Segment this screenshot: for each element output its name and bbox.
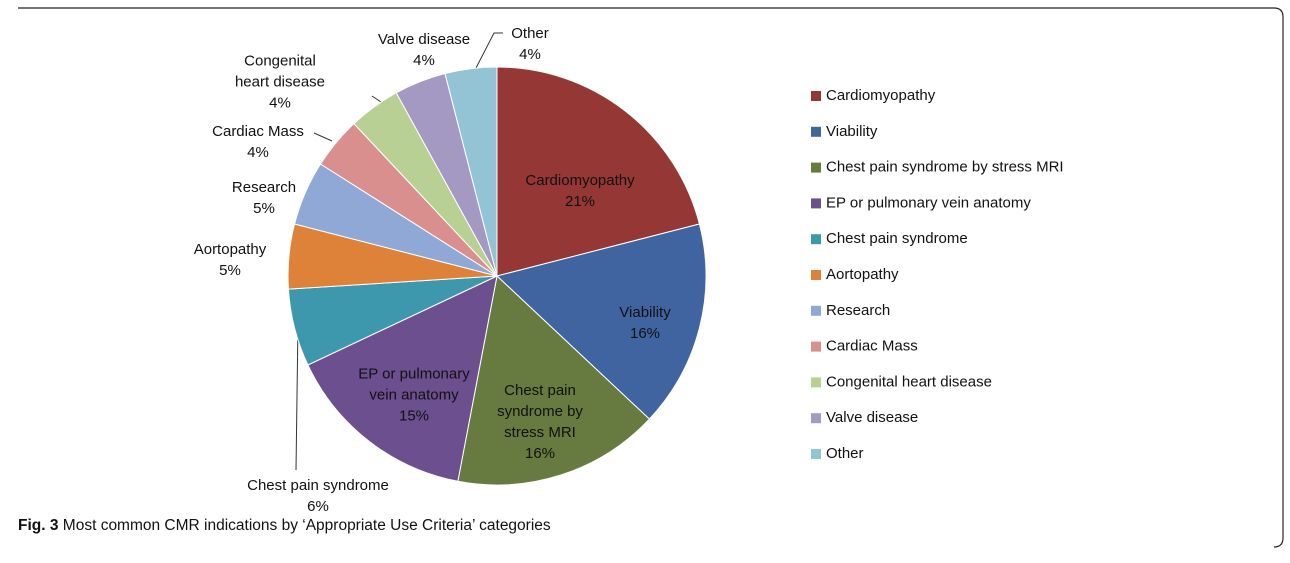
caption: Fig. 3 Most common CMR indications by ‘A…: [18, 517, 551, 535]
legend-label: Congenital heart disease: [826, 373, 992, 390]
slice-label-value: 16%: [629, 325, 661, 342]
pie-slice: [457, 275, 651, 486]
leader-line: [313, 132, 333, 142]
slice-label-value: 6%: [307, 498, 329, 515]
pie-slice: [496, 66, 701, 277]
legend-label: EP or pulmonary vein anatomy: [826, 194, 1031, 211]
legend-swatch: [811, 377, 821, 388]
slice-label: EP or pulmonary vein anatomy 15%: [344, 364, 484, 427]
legend-label: Chest pain syndrome: [826, 230, 968, 247]
slice-label: Aortopathy 5%: [170, 239, 290, 281]
slice-label-name: Chest pain syndrome by stress MRI: [497, 382, 583, 441]
legend-label: Research: [826, 302, 890, 319]
legend-label: Aortopathy: [826, 266, 899, 283]
frame: [18, 7, 1284, 548]
slice-label: Valve disease 4%: [359, 29, 489, 71]
slice-label-name: EP or pulmonary vein anatomy: [358, 365, 470, 404]
slice-label-value: 16%: [524, 445, 556, 462]
legend-swatch: [811, 270, 821, 280]
legend-swatch: [811, 234, 821, 245]
legend-swatch: [811, 198, 821, 209]
slice-label-name: Other: [511, 25, 549, 42]
slice-label: Other 4%: [490, 23, 570, 65]
slice-label-value: 4%: [519, 46, 541, 63]
slice-label-name: Viability: [619, 304, 671, 321]
legend-label: Chest pain syndrome by stress MRI: [826, 159, 1064, 176]
slice-label-name: Valve disease: [377, 31, 471, 48]
slice-label-name: Chest pain syndrome: [247, 477, 389, 494]
leader-line: [295, 322, 299, 471]
slice-label: Viability 16%: [590, 302, 700, 344]
slice-label-value: 5%: [253, 200, 275, 217]
legend-label: Other: [826, 445, 864, 462]
slice-label-name: Aortopathy: [193, 241, 267, 258]
slice-label-value: 21%: [564, 193, 596, 210]
legend-swatch: [811, 449, 821, 459]
slice-label: Chest pain syndrome by stress MRI 16%: [485, 380, 595, 464]
slice-label-value: 5%: [219, 262, 241, 279]
slice-label-name: Cardiac Mass: [212, 123, 304, 140]
slice-label: Chest pain syndrome 6%: [218, 475, 418, 517]
slice-label-name: Cardiomyopathy: [525, 172, 635, 189]
leader-lines: [295, 32, 503, 471]
legend-swatch: [811, 162, 821, 173]
slice-label: Cardiomyopathy 21%: [500, 170, 660, 212]
legend-swatch: [811, 341, 821, 352]
slice-label-name: Congenital heart disease: [234, 52, 326, 91]
legend-label: Cardiomyopathy: [826, 87, 936, 104]
caption-text: Most common CMR indications by ‘Appropri…: [62, 517, 551, 534]
legend-swatch: [811, 305, 821, 316]
caption-label: Fig. 3: [18, 517, 59, 534]
slice-label-value: 4%: [413, 52, 435, 69]
slice-label: Cardiac Mass 4%: [193, 121, 323, 163]
leader-line: [475, 32, 503, 69]
slice-label-value: 4%: [269, 94, 291, 112]
legend-swatch: [811, 91, 821, 101]
slice-label: Congenital heart disease 4%: [233, 51, 328, 114]
legend-swatch: [811, 413, 821, 424]
pie-slice: [495, 223, 707, 420]
legend-label: Viability: [826, 123, 878, 140]
pie-slice: [444, 66, 498, 277]
legend-swatch: [811, 126, 821, 137]
legend-label: Cardiac Mass: [826, 338, 918, 355]
legend-label: Valve disease: [826, 409, 918, 426]
slice-label-value: 4%: [247, 144, 269, 161]
slice-label: Research 5%: [204, 177, 324, 219]
slice-label-value: 15%: [398, 407, 430, 425]
pie-slice: [307, 275, 498, 482]
slice-label-name: Research: [231, 179, 297, 196]
